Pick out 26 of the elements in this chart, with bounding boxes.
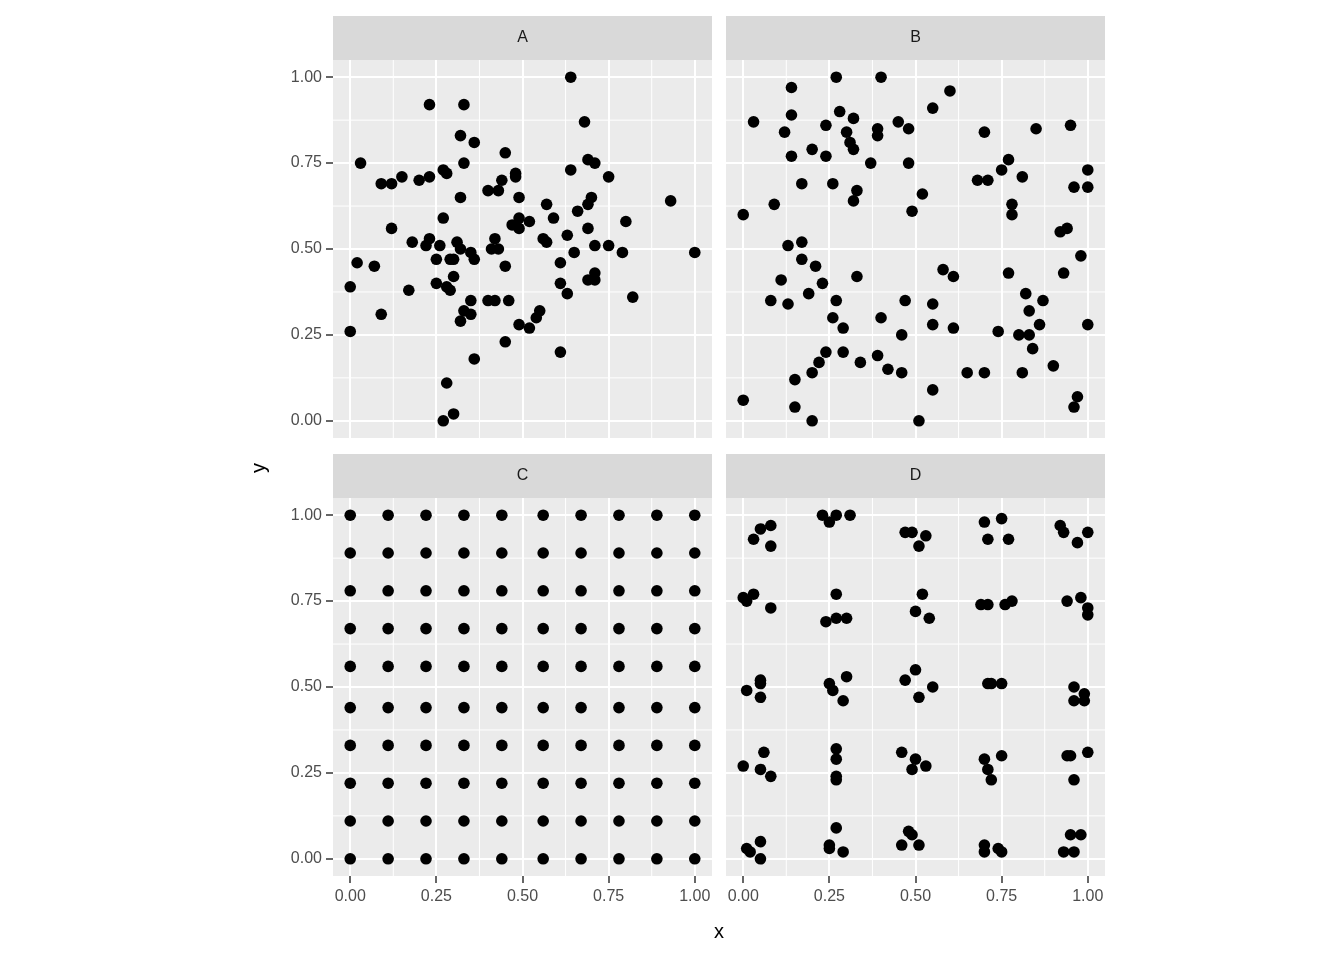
x-tick-label: 0.25 <box>813 887 846 905</box>
y-tick-label: 1.00 <box>290 505 323 523</box>
x-tick-label: 0.75 <box>593 887 625 905</box>
y-tick-label: 0.25 <box>290 325 323 343</box>
x-tick-label: 1.00 <box>1072 887 1104 905</box>
y-tick-label: 0.00 <box>290 849 323 867</box>
y-axis-title: y <box>247 463 269 473</box>
chart-title: A <box>517 28 529 46</box>
x-tick-label: 0.25 <box>420 887 453 905</box>
x-tick-label: 0.00 <box>727 887 759 905</box>
chart-title: D <box>909 466 922 484</box>
y-tick-label: 0.75 <box>290 153 323 171</box>
chart-title: C <box>516 466 529 484</box>
x-tick-label: 1.00 <box>679 887 711 905</box>
x-tick-label: 0.50 <box>899 887 932 905</box>
y-tick-label: 0.00 <box>290 411 323 429</box>
x-axis-title: x <box>714 920 724 942</box>
y-tick-label: 0.75 <box>290 591 323 609</box>
x-tick-label: 0.00 <box>334 887 366 905</box>
y-tick-label: 0.50 <box>290 677 323 695</box>
y-tick-label: 0.50 <box>290 239 323 257</box>
y-tick-label: 0.25 <box>290 763 323 781</box>
x-tick-label: 0.50 <box>506 887 539 905</box>
x-tick-label: 0.75 <box>986 887 1018 905</box>
chart-title: B <box>910 28 921 46</box>
y-tick-label: 1.00 <box>290 67 323 85</box>
